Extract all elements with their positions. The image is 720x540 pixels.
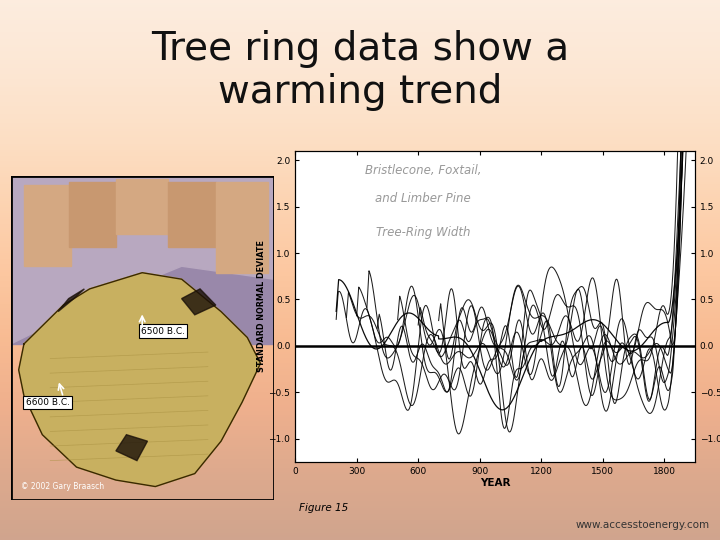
Text: Tree ring data show a: Tree ring data show a [151, 30, 569, 68]
Text: Tree-Ring Width: Tree-Ring Width [376, 226, 470, 239]
Text: 6500 B.C.: 6500 B.C. [141, 327, 185, 335]
Bar [68, 182, 116, 247]
Polygon shape [116, 435, 148, 461]
Text: www.accesstoenergy.com: www.accesstoenergy.com [575, 520, 709, 530]
Polygon shape [181, 289, 216, 315]
X-axis label: YEAR: YEAR [480, 478, 510, 488]
Bar [24, 185, 71, 266]
Text: Bristlecone, Foxtail,: Bristlecone, Foxtail, [365, 164, 482, 177]
Y-axis label: STANDARD NORMAL DEVIATE: STANDARD NORMAL DEVIATE [257, 240, 266, 373]
Polygon shape [58, 289, 84, 312]
Polygon shape [11, 176, 274, 344]
Bar [11, 176, 274, 344]
Polygon shape [19, 273, 261, 487]
Text: warming trend: warming trend [218, 73, 502, 111]
Bar [216, 182, 269, 273]
Bar [168, 182, 216, 247]
Bar [116, 179, 168, 234]
Text: and Limber Pine: and Limber Pine [375, 192, 471, 205]
Text: Figure 15: Figure 15 [299, 503, 348, 514]
Text: © 2002 Gary Braasch: © 2002 Gary Braasch [22, 482, 104, 491]
Text: 6600 B.C.: 6600 B.C. [26, 398, 70, 407]
